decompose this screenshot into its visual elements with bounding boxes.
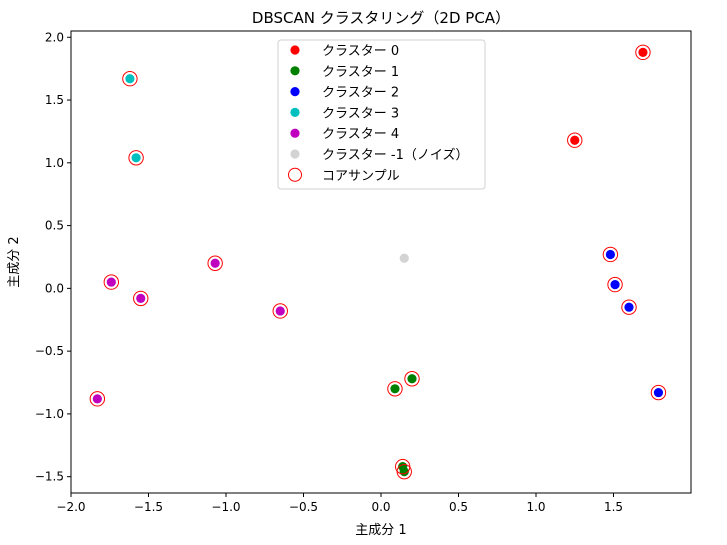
cluster-4-point-2 bbox=[136, 293, 146, 304]
y-tick-label: 1.5 bbox=[45, 93, 64, 107]
core-sample-marker-15 bbox=[272, 303, 288, 319]
y-tick-label: 2.0 bbox=[45, 30, 64, 44]
axes: −2.0 −1.5 −1.0 −0.5 0.0 0.5 1.0 1.5 −1.5 −1.0 −0.5… bbox=[35, 30, 623, 514]
legend-marker-3 bbox=[290, 107, 300, 117]
x-axis-label: 主成分 1 bbox=[355, 523, 406, 538]
core-sample-marker-8 bbox=[621, 299, 637, 315]
legend-label: クラスター 0 bbox=[322, 44, 399, 59]
cluster-0-point-0 bbox=[638, 47, 648, 57]
y-tick-label: −1.5 bbox=[35, 470, 64, 484]
cluster-1-point-0 bbox=[390, 384, 400, 394]
cluster-2-point-3 bbox=[653, 387, 664, 398]
legend-marker-0 bbox=[290, 45, 300, 55]
plot-area bbox=[89, 44, 667, 480]
y-tick-label: −1.0 bbox=[35, 407, 64, 421]
legend-marker-2 bbox=[290, 87, 300, 97]
chart-title: DBSCAN クラスタリング（2D PCA） bbox=[252, 9, 510, 27]
cluster-0-point-1 bbox=[570, 135, 580, 145]
y-tick-label: 0.5 bbox=[45, 219, 64, 233]
cluster-1-point-1 bbox=[407, 374, 417, 384]
legend-label: クラスター 1 bbox=[322, 65, 399, 80]
legend-label: クラスター 4 bbox=[322, 127, 399, 142]
y-tick-label: 1.0 bbox=[45, 156, 64, 170]
x-tick-label: −1.5 bbox=[134, 500, 163, 514]
cluster-2-point-1 bbox=[610, 279, 620, 290]
x-tick-label: −1.0 bbox=[211, 500, 240, 514]
legend-marker-4 bbox=[290, 128, 300, 138]
core-sample-marker-13 bbox=[103, 274, 120, 290]
legend-label: クラスター 2 bbox=[322, 86, 399, 101]
x-tick-label: 0.0 bbox=[371, 500, 390, 514]
cluster-4-point-0 bbox=[210, 258, 220, 268]
legend-marker-core bbox=[288, 167, 302, 182]
legend-marker-5 bbox=[290, 149, 300, 159]
core-sample-marker-12 bbox=[207, 255, 223, 271]
x-tick-label: 1.0 bbox=[526, 500, 545, 514]
legend-label: コアサンプル bbox=[322, 169, 400, 184]
cluster-2-point-2 bbox=[624, 302, 634, 312]
core-sample-marker-10 bbox=[122, 71, 138, 87]
core-sample-marker-0 bbox=[635, 44, 651, 61]
core-sample-marker-9 bbox=[650, 384, 667, 401]
core-sample-marker-16 bbox=[89, 391, 106, 407]
y-tick-label: −0.5 bbox=[35, 344, 64, 358]
core-sample-marker-1 bbox=[567, 132, 583, 148]
core-sample-marker-3 bbox=[404, 371, 420, 387]
core-sample-marker-7 bbox=[607, 276, 623, 293]
cluster-5-point-0 bbox=[399, 253, 409, 263]
cluster-3-point-0 bbox=[125, 74, 135, 84]
x-tick-label: −0.5 bbox=[289, 500, 318, 514]
core-sample-marker-11 bbox=[128, 150, 144, 166]
legend-box bbox=[277, 39, 486, 190]
legend-label: クラスター -1（ノイズ） bbox=[322, 147, 468, 163]
core-sample-marker-6 bbox=[602, 246, 619, 263]
y-tick-label: 0.0 bbox=[45, 281, 64, 295]
core-sample-marker-2 bbox=[387, 381, 403, 397]
core-sample-marker-5 bbox=[396, 463, 412, 480]
cluster-4-point-3 bbox=[275, 306, 285, 316]
cluster-3-point-1 bbox=[131, 153, 141, 163]
cluster-4-point-4 bbox=[92, 394, 102, 404]
legend-label: クラスター 3 bbox=[322, 106, 399, 121]
legend-marker-1 bbox=[290, 66, 300, 76]
x-tick-label: −2.0 bbox=[56, 500, 85, 514]
x-tick-label: 0.5 bbox=[449, 500, 468, 514]
legend: クラスター 0 クラスター 1 クラスター 2 クラスター 3 クラスター 4 クラスター… bbox=[277, 39, 486, 190]
y-axis-label: 主成分 2 bbox=[7, 236, 22, 287]
core-sample-marker-14 bbox=[133, 290, 149, 307]
cluster-2-point-0 bbox=[605, 249, 616, 260]
x-tick-label: 1.5 bbox=[604, 500, 623, 514]
cluster-4-point-1 bbox=[106, 277, 116, 287]
